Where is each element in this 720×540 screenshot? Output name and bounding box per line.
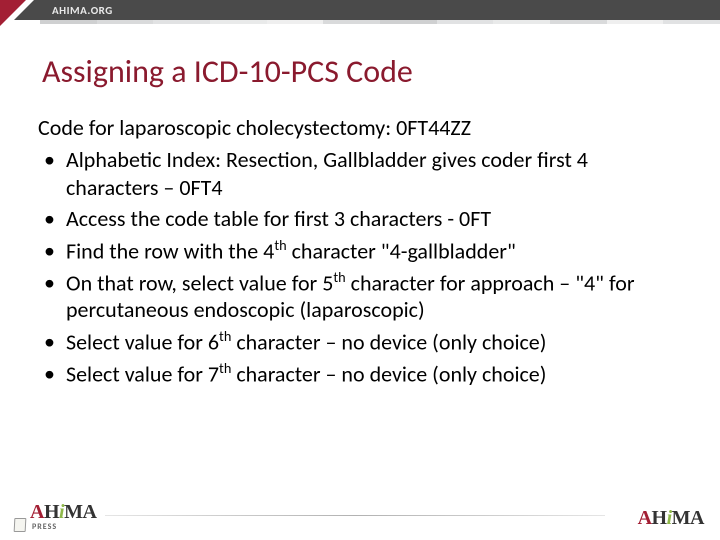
header-bar: AHIMA.ORG	[0, 0, 720, 38]
slide: AHIMA.ORG Assigning a ICD-10-PCS Code Co…	[0, 0, 720, 540]
slide-body: Code for laparoscopic cholecystectomy: 0…	[38, 115, 682, 392]
header-stripe	[267, 20, 324, 24]
footer-logo-right: AHiMA	[638, 507, 704, 530]
footer-logo-left: AHiMA PRESS	[14, 501, 96, 532]
press-label: PRESS	[32, 522, 96, 532]
header-stripes	[40, 20, 720, 36]
brand-logo-right: AHiMA	[638, 507, 704, 530]
url-band: AHIMA.ORG	[0, 0, 720, 20]
bullet-item: Access the code table for first 3 charac…	[66, 205, 682, 233]
header-stripe	[380, 20, 437, 24]
site-url: AHIMA.ORG	[52, 4, 113, 17]
header-stripe	[153, 20, 210, 24]
header-stripe	[493, 20, 550, 24]
header-stripe	[323, 20, 380, 24]
bullet-item: On that row, select value for 5th charac…	[66, 269, 682, 324]
bullet-item: Alphabetic Index: Resection, Gallbladder…	[66, 146, 682, 201]
bullet-item: Select value for 6th character – no devi…	[66, 328, 682, 356]
brand-logo-left: AHiMA	[30, 501, 96, 523]
bullet-item: Select value for 7th character – no devi…	[66, 360, 682, 388]
header-stripe	[550, 20, 607, 24]
slide-title: Assigning a ICD-10-PCS Code	[42, 52, 413, 91]
bullet-list: Alphabetic Index: Resection, Gallbladder…	[38, 146, 682, 387]
header-stripe	[40, 20, 97, 24]
header-stripe	[663, 20, 720, 24]
header-stripe	[210, 20, 267, 24]
book-icon	[14, 518, 27, 532]
footer-divider	[105, 515, 605, 516]
header-stripe	[437, 20, 494, 24]
bullet-item: Find the row with the 4th character "4-g…	[66, 237, 682, 265]
corner-notch-red	[0, 0, 26, 26]
header-stripe	[97, 20, 154, 24]
body-intro: Code for laparoscopic cholecystectomy: 0…	[38, 115, 682, 140]
header-stripe	[607, 20, 664, 24]
footer: AHiMA PRESS AHiMA	[0, 492, 720, 532]
